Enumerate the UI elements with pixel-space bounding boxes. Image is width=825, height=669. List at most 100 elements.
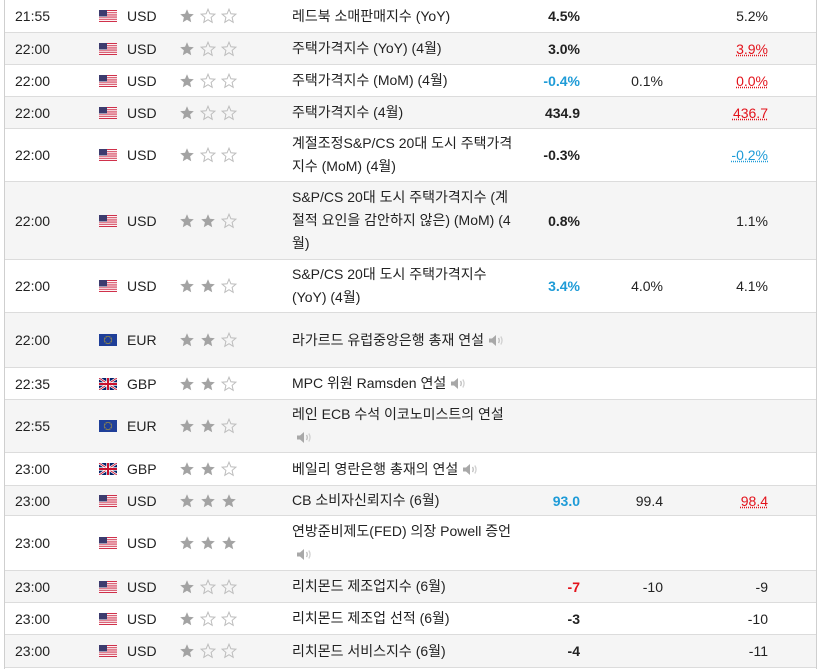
table-row[interactable]: 22:00 USD 주택가격지수 (MoM) (4월) -0.4% 0.1% 0.0% [5,65,816,97]
us-flag-icon [99,486,119,515]
currency-code: USD [127,278,157,294]
forecast-value [605,182,663,259]
event-name-cell[interactable]: S&P/CS 20대 도시 주택가격지수 (YoY) (4월) [292,260,517,312]
event-name[interactable]: 리치몬드 서비스지수 (6월) [292,642,446,659]
table-row[interactable]: 23:00 USD CB 소비자신뢰지수 (6월) 93.0 99.4 98.4 [5,486,816,516]
event-name[interactable]: S&P/CS 20대 도시 주택가격지수 (YoY) (4월) [292,266,487,305]
table-row[interactable]: 23:00 USD 리치몬드 제조업지수 (6월) -7 -10 -9 [5,571,816,603]
event-name[interactable]: 라가르드 유럽중앙은행 총재 연설 [292,331,484,348]
event-name-cell[interactable]: 베일리 영란은행 총재의 연설 [292,453,517,485]
table-row[interactable]: 22:00 EUR 라가르드 유럽중앙은행 총재 연설 [5,313,816,368]
table-row[interactable]: 23:00 GBP 베일리 영란은행 총재의 연설 [5,453,816,486]
event-name[interactable]: 레인 ECB 수석 이코노미스트의 연설 [292,406,504,422]
speaker-icon[interactable] [488,334,506,347]
star-empty-icon [200,40,216,56]
star-filled-icon [201,462,215,476]
currency-code: USD [127,104,157,121]
table-row[interactable]: 21:55 USD 레드북 소매판매지수 (YoY) 4.5% 5.2% [5,0,816,33]
star-filled-icon [180,493,194,507]
currency-code: EUR [127,332,157,348]
event-name-cell[interactable]: S&P/CS 20대 도시 주택가격지수 (계절적 요인을 감안하지 않은) (… [292,182,517,259]
actual-value: 434.9 [544,104,580,121]
star-filled-icon [180,9,194,23]
event-name-cell[interactable]: MPC 위원 Ramsden 연설 [292,368,517,399]
actual-value: -0.4% [543,72,580,89]
star-filled-icon [201,493,215,507]
star-filled-icon [180,376,194,390]
forecast-value [605,453,663,485]
forecast-value: 99.4 [635,492,663,509]
event-time: 23:00 [15,461,51,477]
star-filled-icon [180,333,194,347]
event-time: 22:00 [15,332,51,348]
previous-value [705,313,768,367]
actual-value [520,400,580,452]
forecast-value [605,368,663,399]
actual-value [520,313,580,367]
event-name[interactable]: 리치몬드 제조업 선적 (6월) [292,610,450,626]
star-empty-icon [200,578,216,594]
event-name-cell[interactable]: 레드북 소매판매지수 (YoY) [292,0,517,32]
star-empty-icon [221,278,237,294]
table-row[interactable]: 23:00 USD 연방준비제도(FED) 의장 Powell 증언 [5,516,816,571]
previous-value: -10 [747,610,768,627]
speaker-icon[interactable] [462,463,480,476]
table-row[interactable]: 22:00 USD S&P/CS 20대 도시 주택가격지수 (YoY) (4월) 3… [5,260,816,313]
table-row[interactable]: 22:00 USD 계절조정S&P/CS 20대 도시 주택가격지수 (MoM) (… [5,129,816,182]
importance-stars [179,400,249,452]
importance-stars [179,0,249,32]
table-row[interactable]: 22:35 GBP MPC 위원 Ramsden 연설 [5,368,816,400]
speaker-icon[interactable] [296,431,314,444]
event-name[interactable]: S&P/CS 20대 도시 주택가격지수 (계절적 요인을 감안하지 않은) (… [292,189,511,251]
forecast-value: 0.1% [631,72,663,89]
actual-value: 3.0% [548,40,580,57]
event-name-cell[interactable]: CB 소비자신뢰지수 (6월) [292,486,517,515]
event-time: 22:00 [15,72,51,89]
event-name[interactable]: 레드북 소매판매지수 (YoY) [292,7,451,24]
event-name[interactable]: 계절조정S&P/CS 20대 도시 주택가격지수 (MoM) (4월) [292,135,513,174]
event-name-cell[interactable]: 주택가격지수 (4월) [292,97,517,128]
event-name-cell[interactable]: 레인 ECB 수석 이코노미스트의 연설 [292,400,517,452]
event-name-cell[interactable]: 리치몬드 서비스지수 (6월) [292,635,517,667]
currency-code: USD [127,147,157,163]
us-flag-icon [99,260,119,312]
actual-value [520,516,580,570]
speaker-icon[interactable] [296,548,314,561]
importance-stars [179,129,249,181]
forecast-value [605,0,663,32]
star-filled-icon [180,41,194,55]
table-row[interactable]: 22:00 USD 주택가격지수 (4월) 434.9 436.7 [5,97,816,129]
event-name-cell[interactable]: 계절조정S&P/CS 20대 도시 주택가격지수 (MoM) (4월) [292,129,517,181]
star-filled-icon [201,419,215,433]
event-name[interactable]: 주택가격지수 (YoY) (4월) [292,40,442,56]
event-name-cell[interactable]: 라가르드 유럽중앙은행 총재 연설 [292,313,517,367]
table-row[interactable]: 22:55 EUR 레인 ECB 수석 이코노미스트의 연설 [5,400,816,453]
currency-code: USD [127,535,157,551]
table-row[interactable]: 22:00 USD 주택가격지수 (YoY) (4월) 3.0% 3.9% [5,33,816,65]
event-name-cell[interactable]: 주택가격지수 (YoY) (4월) [292,33,517,64]
actual-value: -7 [567,578,580,595]
event-name-cell[interactable]: 리치몬드 제조업 선적 (6월) [292,603,517,634]
star-empty-icon [221,104,237,120]
event-name[interactable]: MPC 위원 Ramsden 연설 [292,375,447,391]
event-name[interactable]: 리치몬드 제조업지수 (6월) [292,578,446,594]
event-name[interactable]: 베일리 영란은행 총재의 연설 [292,460,459,477]
star-filled-icon [201,376,215,390]
table-row[interactable]: 23:00 USD 리치몬드 제조업 선적 (6월) -3 -10 [5,603,816,635]
event-name[interactable]: 주택가격지수 (MoM) (4월) [292,72,448,88]
star-empty-icon [221,212,237,228]
event-name-cell[interactable]: 리치몬드 제조업지수 (6월) [292,571,517,602]
currency-code: GBP [127,375,157,392]
previous-value [705,516,768,570]
event-name[interactable]: CB 소비자신뢰지수 (6월) [292,492,440,508]
speaker-icon[interactable] [450,377,468,390]
event-name-cell[interactable]: 연방준비제도(FED) 의장 Powell 증언 [292,516,517,570]
star-filled-icon [180,579,194,593]
event-name[interactable]: 연방준비제도(FED) 의장 Powell 증언 [292,523,512,539]
event-name-cell[interactable]: 주택가격지수 (MoM) (4월) [292,65,517,96]
table-row[interactable]: 22:00 USD S&P/CS 20대 도시 주택가격지수 (계절적 요인을 감안… [5,182,816,260]
event-name[interactable]: 주택가격지수 (4월) [292,104,404,120]
star-filled-icon [180,536,194,550]
table-row[interactable]: 23:00 USD 리치몬드 서비스지수 (6월) -4 -11 [5,635,816,668]
forecast-value [605,603,663,634]
